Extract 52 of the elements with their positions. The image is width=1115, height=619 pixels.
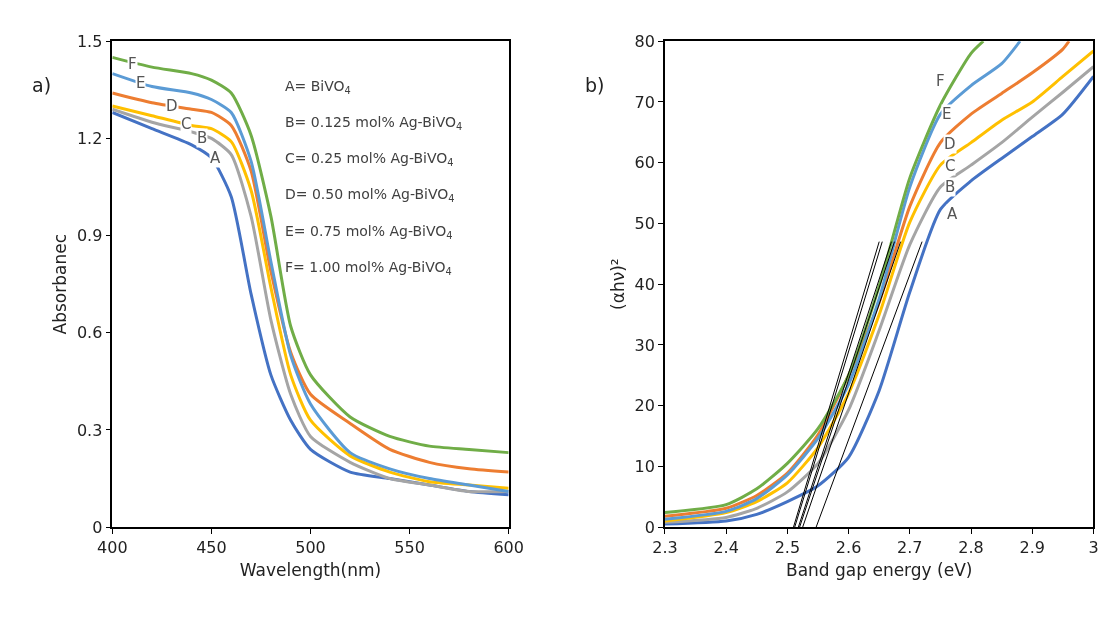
x-tick-label: 600 [493,538,524,558]
y-tick-label: 1.2 [76,128,103,148]
x-tick-label: 2.5 [774,538,801,558]
annotation: B [197,129,208,147]
annotation: A [210,149,221,167]
y-tick-label: 0.6 [76,323,103,343]
text: b) [585,74,605,96]
annotation: D [166,97,178,115]
annotation: B [945,178,956,196]
annotation: C [181,115,192,133]
y-tick-label: 80 [634,31,655,51]
y-tick-label: 0 [644,517,655,537]
annotation: E= 0.75 mol% Ag-BiVO$_{4}$ [285,223,453,241]
y-tick-label: 0.9 [76,226,103,246]
annotation: D= 0.50 mol% Ag-BiVO$_{4}$ [285,186,455,204]
x-tick-label: 2.7 [897,538,923,558]
y-axis-title: (αhν)² [607,258,628,310]
y-tick-label: 70 [634,92,655,112]
y-tick-label: 0 [92,517,103,537]
annotation: C= 0.25 mol% Ag-BiVO$_{4}$ [285,150,454,168]
annotation: E [942,105,952,123]
x-tick-label: 2.9 [1019,538,1045,558]
annotation: B= 0.125 mol% Ag-BiVO$_{4}$ [285,114,463,132]
y-tick-label: 50 [634,214,655,234]
annotation: F [936,72,945,90]
y-axis-title: Absorbanec [49,233,70,335]
annotation: A [947,205,958,223]
y-tick-label: 0.3 [76,420,103,440]
x-tick-label: 2.3 [652,538,678,558]
x-tick-label: 2.6 [835,538,862,558]
text: a) [32,74,52,96]
y-tick-label: 20 [634,396,655,416]
annotation: F [128,55,137,73]
annotation: D [944,135,956,153]
x-axis-title: Wavelength(nm) [239,559,382,580]
y-tick-label: 40 [634,274,655,294]
y-tick-label: 60 [634,153,655,173]
y-tick-label: 30 [634,335,655,355]
x-tick-label: 2.8 [958,538,984,558]
annotation: A= BiVO$_{4}$ [285,78,351,96]
x-tick-label: 3 [1088,538,1099,558]
y-tick-label: 10 [634,456,655,476]
annotation: C [945,157,956,175]
x-tick-label: 450 [196,538,227,558]
x-tick-label: 2.4 [713,538,739,558]
x-tick-label: 550 [394,538,425,558]
x-axis-title: Band gap energy (eV) [785,559,973,580]
x-tick-label: 500 [295,538,326,558]
y-tick-label: 1.5 [76,31,103,51]
annotation: E [136,74,146,92]
x-tick-label: 400 [97,538,128,558]
annotation: F= 1.00 mol% Ag-BiVO$_{4}$ [285,259,452,277]
